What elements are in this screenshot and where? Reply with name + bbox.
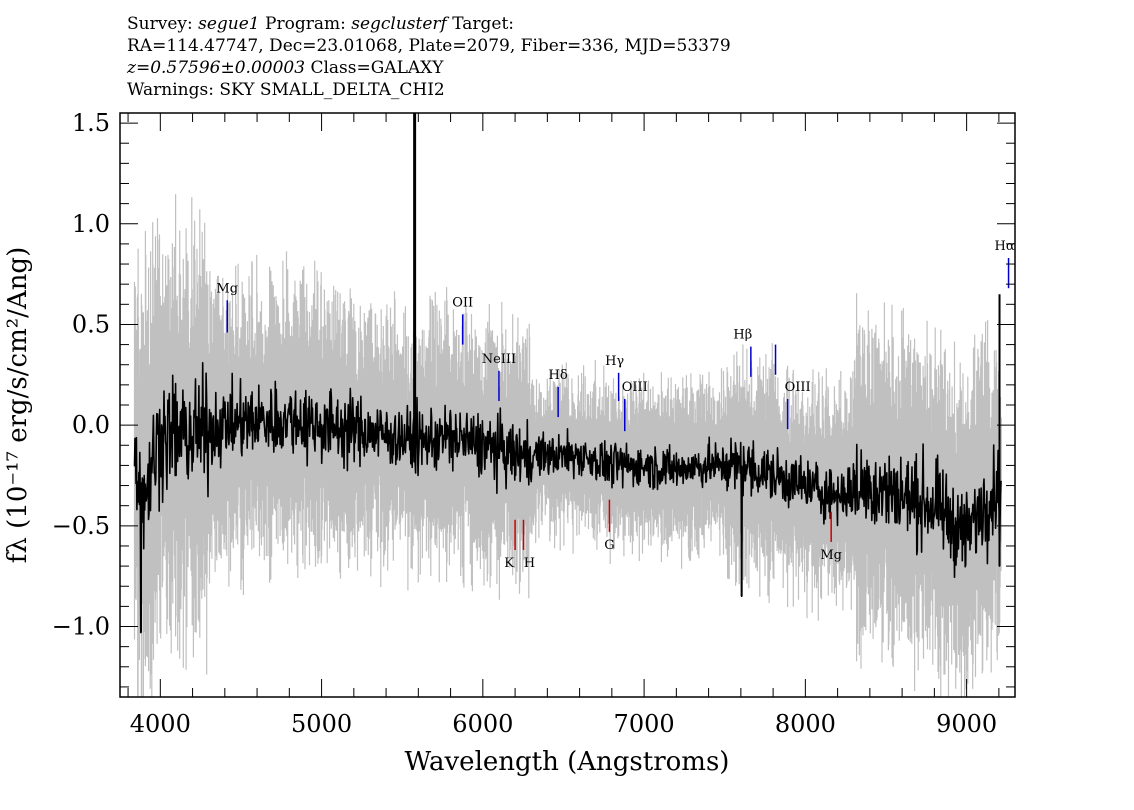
y-tick-label: −1.0 xyxy=(52,613,110,641)
emission-line-label-9: Hα xyxy=(994,239,1014,254)
emission-line-label-3: Hδ xyxy=(549,368,568,383)
y-axis-title: fλ (10⁻¹⁷ erg/s/cm²/Ang) xyxy=(3,247,33,563)
x-axis: 4000 5000 6000 7000 8000 9000 xyxy=(127,113,1000,738)
emission-line-label-2: NeIII xyxy=(482,352,516,367)
x-tick-label: 8000 xyxy=(775,710,836,738)
y-tick-label: 0.5 xyxy=(72,310,110,338)
y-tick-label: −0.5 xyxy=(52,512,110,540)
absorption-line-label-2: G xyxy=(604,538,614,553)
header-line-3: z=0.57596±0.00003 Class=GALAXY xyxy=(127,57,731,79)
absorption-line-label-3: Mg xyxy=(820,548,842,563)
emission-line-label-4: Hγ xyxy=(605,354,624,369)
spectral-lines: Mg OII NeIII Hδ Hγ OIII Hβ OIII Hα K H G Mg xyxy=(216,239,1014,571)
y-tick-label: 0.0 xyxy=(72,411,110,439)
warnings-line: Warnings: SKY SMALL_DELTA_CHI2 xyxy=(127,80,445,100)
x-tick-label: 6000 xyxy=(452,710,513,738)
y-tick-label: 1.0 xyxy=(72,210,110,238)
y-tick-label: 1.5 xyxy=(72,109,110,137)
emission-line-label-5: OIII xyxy=(622,380,648,395)
flux-line xyxy=(133,113,1002,634)
x-axis-title: Wavelength (Angstroms) xyxy=(405,747,730,777)
emission-line-label-6: Hβ xyxy=(733,328,752,343)
flux-layer xyxy=(133,113,1002,634)
survey-value: segue1 xyxy=(198,14,260,34)
y-axis: −1.0 −0.5 0.0 0.5 1.0 1.5 xyxy=(52,109,1015,688)
survey-label: Survey: xyxy=(127,14,193,34)
absorption-line-label-1: H xyxy=(524,556,535,571)
spectrum-header: Survey: segue1 Program: segclusterf Targ… xyxy=(127,13,731,101)
program-value: segclusterf xyxy=(351,14,447,34)
program-label: Program: xyxy=(265,14,346,34)
redshift-value: z=0.57596±0.00003 xyxy=(127,58,306,78)
x-tick-label: 4000 xyxy=(130,710,191,738)
absorption-line-label-0: K xyxy=(504,556,514,571)
emission-line-label-0: Mg xyxy=(216,281,238,296)
header-line-1: Survey: segue1 Program: segclusterf Targ… xyxy=(127,13,731,35)
class-value: Class=GALAXY xyxy=(310,58,444,78)
emission-line-label-1: OII xyxy=(452,295,473,310)
target-label: Target: xyxy=(452,14,515,34)
x-tick-label: 7000 xyxy=(614,710,675,738)
x-tick-label: 9000 xyxy=(936,710,997,738)
header-line-2: RA=114.47747, Dec=23.01068, Plate=2079, … xyxy=(127,36,731,56)
emission-line-label-8: OIII xyxy=(785,380,811,395)
x-tick-label: 5000 xyxy=(291,710,352,738)
